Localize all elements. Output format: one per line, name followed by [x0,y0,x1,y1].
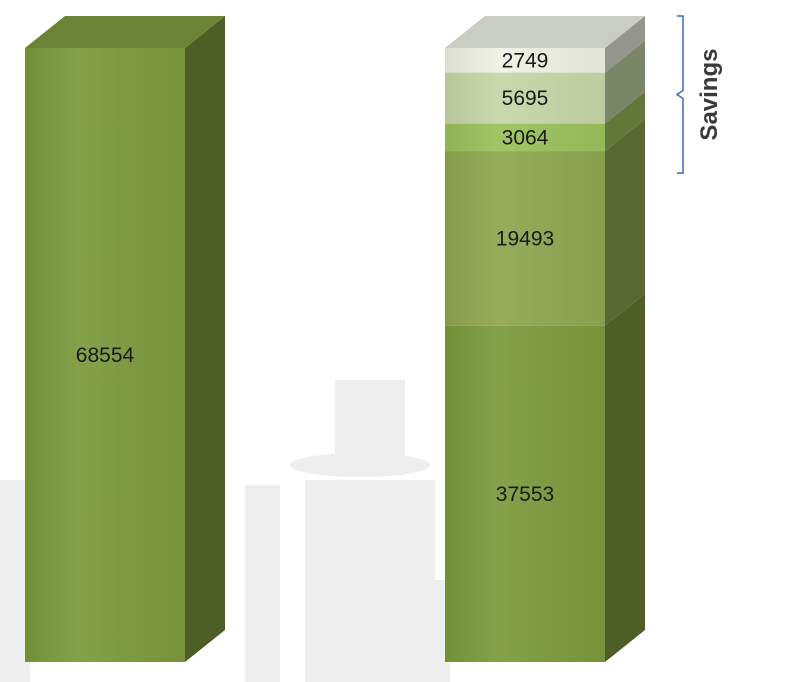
bar-2-segment-1 [445,293,645,662]
bar-2-segment-2 [445,119,645,326]
bar-1-segment-1-label: 68554 [76,344,135,367]
bar-2-segment-2-label: 19493 [496,227,554,250]
bar-2-segment-1-label: 37553 [496,483,554,506]
bar-2-segment-4-side [605,40,645,124]
bar-2-segment-2-side [605,119,645,326]
bar-2-segment-3-side [605,91,645,152]
bar-2-segment-3-label: 3064 [502,126,549,149]
bar-2-segment-3 [445,91,645,152]
bar-2-segment-3-gloss [445,123,605,152]
bar-2-segment-4 [445,40,645,124]
bar-1-top [25,16,225,48]
savings-brace: Savings [675,15,723,174]
bar-1-segment-1-side [185,16,225,662]
savings-bracket [675,15,684,174]
bar-1-segment-1 [25,16,225,662]
bar-2-segment-4-gloss [445,72,605,124]
bar-2-segment-1-gloss [445,325,605,662]
savings-label: Savings [696,49,723,141]
bar-2-segment-4-label: 5695 [502,87,549,110]
bar-2-segment-1-side [605,293,645,662]
bar-1-segment-1-gloss [25,48,185,662]
bar-2-top [445,16,645,48]
bar-2-segment-5 [445,16,645,73]
bar-2-segment-5-gloss [445,48,605,73]
bar-2-segment-2-gloss [445,151,605,326]
bar-2-segment-5-side [605,16,645,73]
background-skyline [0,380,450,682]
bar-2-segment-5-label: 2749 [502,49,549,72]
